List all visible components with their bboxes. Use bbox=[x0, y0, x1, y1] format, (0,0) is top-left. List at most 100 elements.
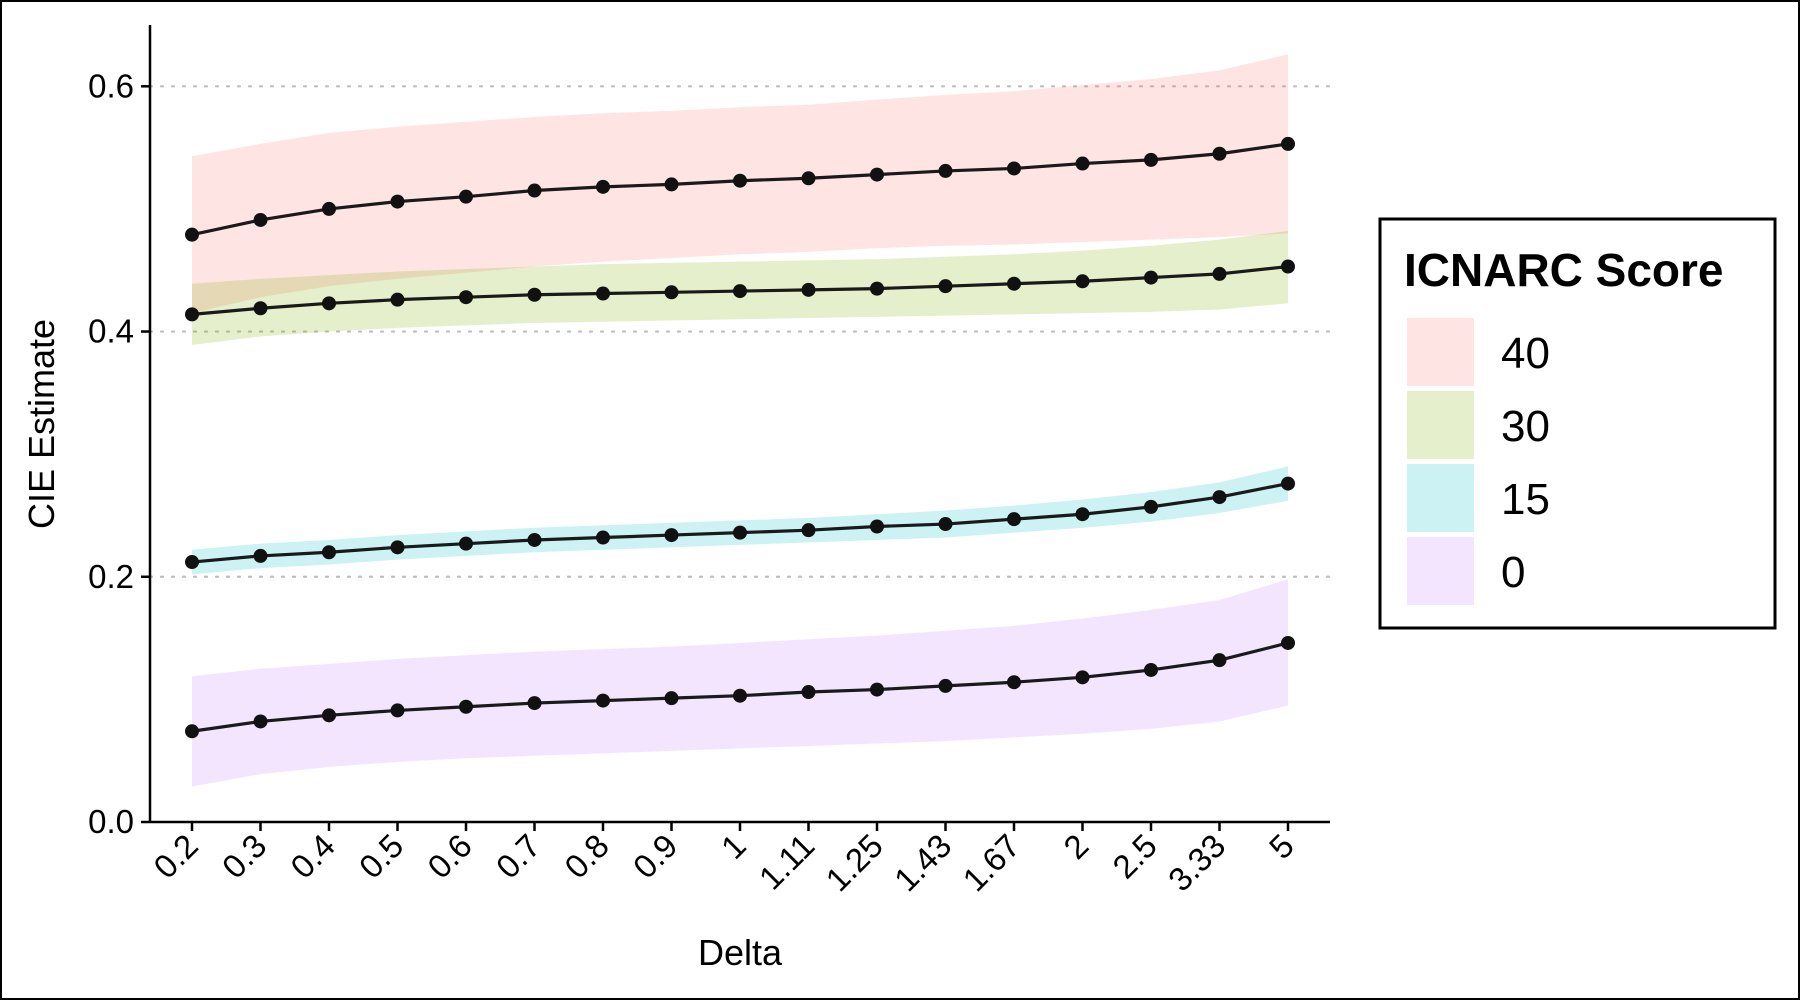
point-30-0.6 bbox=[459, 290, 473, 305]
point-30-1.43 bbox=[938, 279, 953, 294]
point-0-0.9 bbox=[664, 691, 679, 706]
point-0-1.11 bbox=[801, 685, 816, 700]
point-40-2 bbox=[1075, 156, 1090, 171]
point-30-1 bbox=[733, 284, 747, 299]
point-40-0.4 bbox=[322, 201, 336, 216]
point-0-0.8 bbox=[596, 693, 610, 708]
x-tick-label: 1.11 bbox=[752, 827, 822, 897]
point-30-3.33 bbox=[1212, 266, 1227, 281]
point-0-0.4 bbox=[322, 708, 336, 723]
legend-title: ICNARC Score bbox=[1404, 244, 1724, 296]
point-30-0.4 bbox=[322, 296, 336, 311]
legend-key-15 bbox=[1407, 464, 1474, 532]
point-0-0.7 bbox=[527, 696, 542, 711]
point-15-3.33 bbox=[1212, 490, 1227, 505]
x-tick-label: 0.8 bbox=[557, 827, 616, 886]
x-tick-label: 0.6 bbox=[420, 827, 479, 886]
point-30-0.9 bbox=[664, 285, 679, 300]
point-15-1 bbox=[733, 525, 747, 540]
point-15-0.5 bbox=[390, 540, 405, 555]
point-15-0.7 bbox=[527, 532, 542, 547]
point-15-0.8 bbox=[596, 530, 610, 545]
point-15-0.6 bbox=[459, 536, 473, 551]
point-15-2 bbox=[1075, 507, 1090, 522]
x-tick-label: 0.3 bbox=[215, 827, 274, 886]
point-0-1.67 bbox=[1007, 675, 1021, 690]
point-40-0.6 bbox=[459, 189, 473, 204]
point-0-5 bbox=[1281, 635, 1295, 650]
y-tick-label: 0.6 bbox=[88, 67, 134, 104]
point-0-0.5 bbox=[390, 703, 405, 718]
series-points bbox=[185, 136, 1295, 739]
point-30-1.67 bbox=[1007, 276, 1021, 291]
point-40-1.43 bbox=[938, 163, 953, 178]
point-30-5 bbox=[1281, 259, 1295, 274]
x-tick-label: 1 bbox=[714, 827, 753, 866]
x-tick-label: 0.4 bbox=[283, 827, 342, 886]
ribbon-0 bbox=[192, 579, 1288, 787]
x-tick-label: 0.5 bbox=[352, 827, 411, 886]
x-tick-label: 0.2 bbox=[146, 827, 205, 886]
point-40-1.11 bbox=[801, 171, 816, 186]
y-tick-label: 0.4 bbox=[88, 313, 134, 350]
point-15-1.43 bbox=[938, 517, 953, 532]
point-0-1.25 bbox=[870, 682, 884, 697]
point-15-5 bbox=[1281, 476, 1295, 491]
point-30-2.5 bbox=[1144, 270, 1158, 285]
legend-label-40: 40 bbox=[1501, 329, 1550, 378]
point-0-1 bbox=[733, 688, 747, 703]
point-30-0.3 bbox=[253, 301, 268, 316]
x-tick-label: 1.67 bbox=[955, 827, 1027, 899]
point-15-0.2 bbox=[185, 555, 199, 570]
legend-key-40 bbox=[1407, 318, 1474, 386]
point-0-0.3 bbox=[253, 714, 268, 729]
y-tick-label: 0.0 bbox=[88, 803, 134, 840]
x-axis-title: Delta bbox=[698, 932, 783, 973]
point-0-2 bbox=[1075, 670, 1090, 685]
point-0-0.6 bbox=[459, 699, 473, 714]
point-0-3.33 bbox=[1212, 653, 1227, 668]
point-15-2.5 bbox=[1144, 499, 1158, 514]
point-30-2 bbox=[1075, 274, 1090, 289]
legend-box bbox=[1378, 217, 1777, 630]
point-40-0.3 bbox=[253, 212, 268, 227]
legend-key-30 bbox=[1407, 391, 1474, 459]
x-tick-label: 1.43 bbox=[887, 827, 959, 899]
confidence-bands bbox=[192, 54, 1288, 787]
point-30-0.7 bbox=[527, 287, 542, 302]
x-tick-label: 0.7 bbox=[489, 827, 548, 886]
point-30-1.11 bbox=[801, 282, 816, 297]
point-30-0.2 bbox=[185, 307, 199, 322]
legend-items: 40 30 15 0 bbox=[1407, 318, 1550, 605]
x-tick-label: 1.25 bbox=[818, 827, 890, 899]
point-15-1.67 bbox=[1007, 512, 1021, 527]
point-40-0.8 bbox=[596, 179, 610, 194]
point-40-0.9 bbox=[664, 177, 679, 192]
point-40-5 bbox=[1281, 136, 1295, 151]
point-0-2.5 bbox=[1144, 662, 1158, 677]
point-15-1.11 bbox=[801, 523, 816, 538]
point-40-1.25 bbox=[870, 167, 884, 182]
point-15-0.9 bbox=[664, 528, 679, 543]
point-0-0.2 bbox=[185, 724, 199, 739]
legend-label-30: 30 bbox=[1501, 402, 1550, 451]
point-40-1 bbox=[733, 173, 747, 188]
legend: ICNARC Score 40 30 15 0 bbox=[1378, 217, 1777, 630]
point-15-0.4 bbox=[322, 545, 336, 560]
point-30-0.8 bbox=[596, 286, 610, 301]
point-15-1.25 bbox=[870, 519, 884, 534]
x-tick-label: 2.5 bbox=[1105, 827, 1164, 886]
point-40-1.67 bbox=[1007, 161, 1021, 176]
point-40-0.2 bbox=[185, 227, 199, 242]
point-40-3.33 bbox=[1212, 146, 1227, 161]
point-30-0.5 bbox=[390, 292, 405, 307]
point-40-0.5 bbox=[390, 194, 405, 209]
legend-label-0: 0 bbox=[1501, 548, 1525, 597]
y-axis-title: CIE Estimate bbox=[21, 319, 62, 529]
ribbon-15 bbox=[192, 466, 1288, 575]
point-15-0.3 bbox=[253, 548, 268, 563]
y-tick-label: 0.2 bbox=[88, 558, 134, 595]
point-40-2.5 bbox=[1144, 152, 1158, 167]
point-0-1.43 bbox=[938, 678, 953, 693]
point-40-0.7 bbox=[527, 183, 542, 198]
